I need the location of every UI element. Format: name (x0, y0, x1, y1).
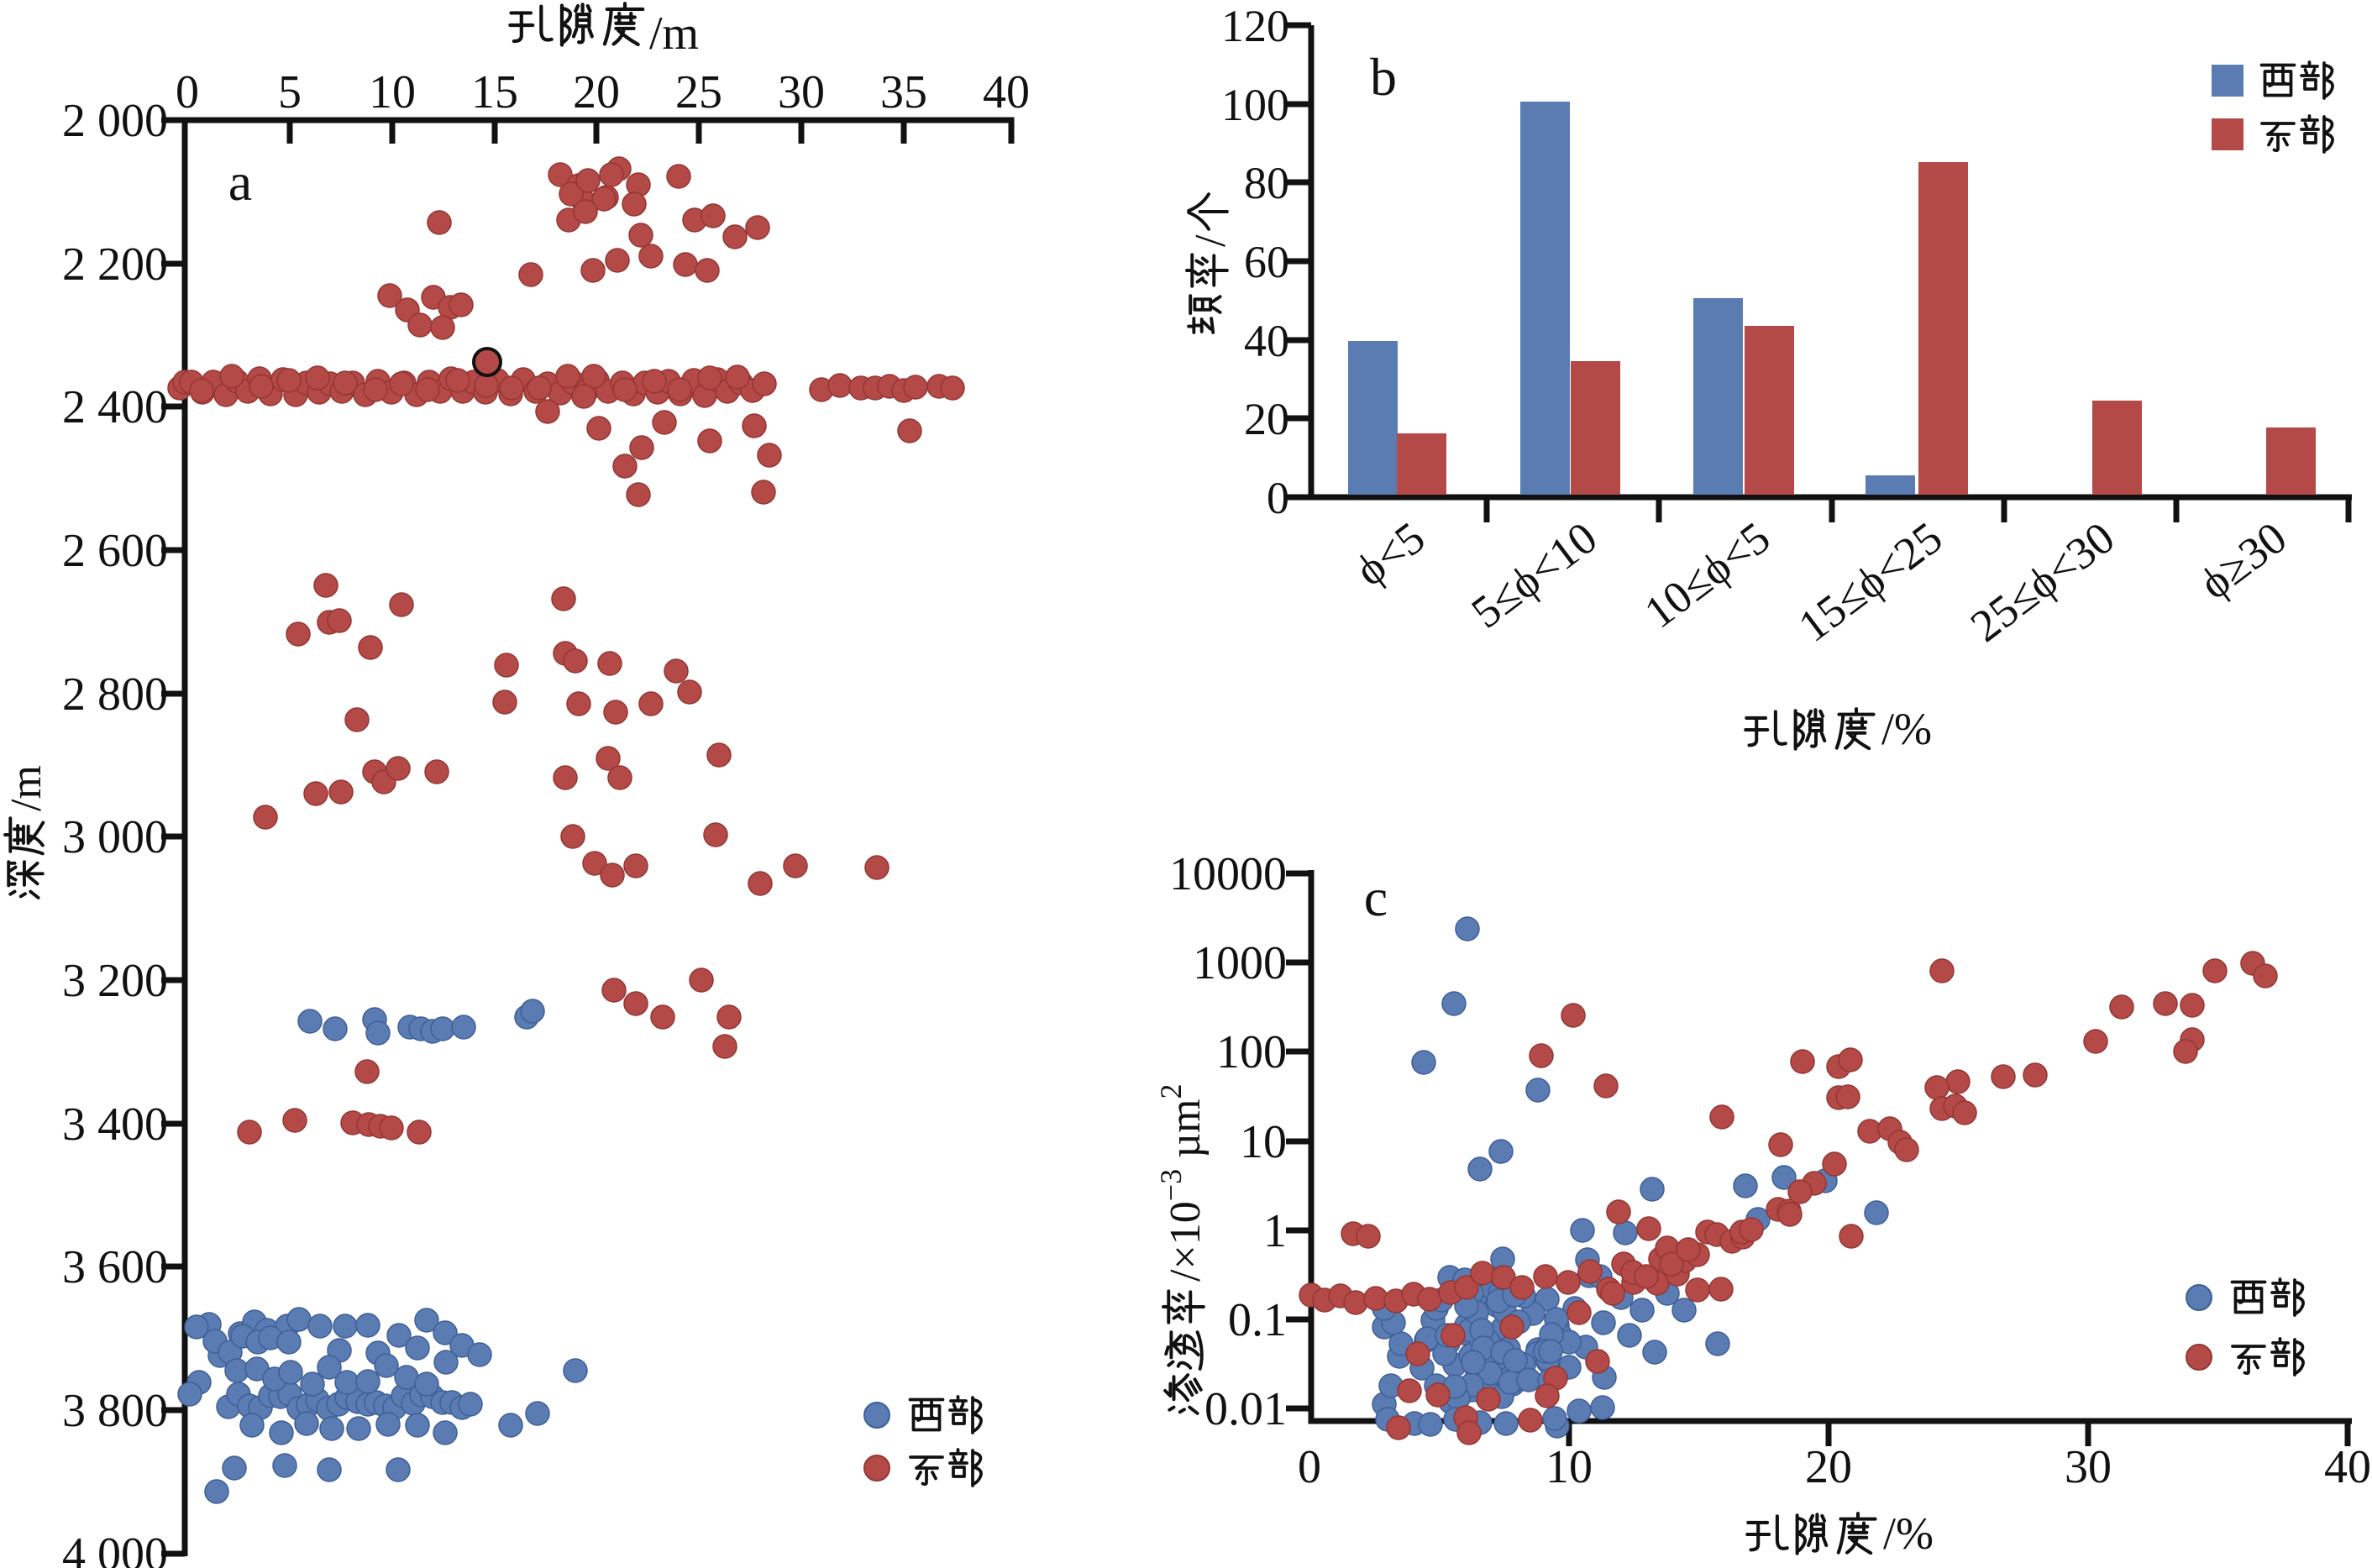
svg-text:2 400: 2 400 (62, 381, 168, 433)
svg-text:100: 100 (1221, 80, 1289, 130)
svg-text:a: a (228, 152, 252, 212)
svg-text:20: 20 (1244, 394, 1289, 444)
svg-text:2 200: 2 200 (62, 239, 168, 291)
svg-text:c: c (1364, 868, 1388, 927)
svg-text:30: 30 (778, 66, 825, 118)
svg-text:20: 20 (573, 66, 620, 118)
svg-text:80: 80 (1244, 158, 1289, 208)
svg-text:60: 60 (1244, 237, 1289, 287)
svg-text:40: 40 (983, 66, 1030, 118)
svg-text:3 200: 3 200 (62, 955, 168, 1007)
svg-text:2 600: 2 600 (62, 525, 168, 577)
svg-text:4 000: 4 000 (62, 1529, 168, 1568)
svg-text:3 600: 3 600 (62, 1241, 168, 1293)
svg-text:/m: /m (649, 8, 699, 60)
svg-text:2 800: 2 800 (62, 669, 168, 721)
svg-text:10: 10 (1240, 1116, 1287, 1168)
svg-text:0: 0 (1298, 1441, 1321, 1493)
svg-text:0.01: 0.01 (1204, 1383, 1287, 1435)
svg-text:5: 5 (278, 66, 302, 118)
svg-text:40: 40 (1244, 316, 1289, 366)
svg-text:2 000: 2 000 (62, 95, 168, 147)
svg-text:/m: /m (3, 765, 50, 811)
svg-text:3 800: 3 800 (62, 1385, 168, 1437)
svg-text:120: 120 (1221, 1, 1289, 51)
svg-text:b: b (1370, 47, 1397, 107)
svg-text:100: 100 (1216, 1026, 1287, 1078)
svg-text:1: 1 (1263, 1205, 1287, 1257)
svg-text:10000: 10000 (1169, 848, 1287, 900)
svg-text:0: 0 (1267, 473, 1289, 523)
svg-text:10: 10 (369, 66, 416, 118)
svg-text:3 400: 3 400 (62, 1099, 168, 1151)
svg-text:/: / (1187, 234, 1235, 247)
svg-text:0.1: 0.1 (1228, 1294, 1287, 1346)
svg-text:20: 20 (1805, 1441, 1852, 1493)
svg-text:/%: /% (1883, 1508, 1934, 1559)
svg-text:0: 0 (176, 66, 199, 118)
svg-text:15: 15 (471, 66, 518, 118)
svg-text:/%: /% (1881, 704, 1932, 754)
svg-text:40: 40 (2324, 1441, 2371, 1493)
svg-text:30: 30 (2065, 1441, 2112, 1493)
svg-text:3 000: 3 000 (62, 811, 168, 863)
svg-text:35: 35 (880, 66, 927, 118)
svg-text:1000: 1000 (1193, 937, 1287, 989)
svg-text:25: 25 (675, 66, 722, 118)
svg-text:10: 10 (1545, 1441, 1593, 1493)
